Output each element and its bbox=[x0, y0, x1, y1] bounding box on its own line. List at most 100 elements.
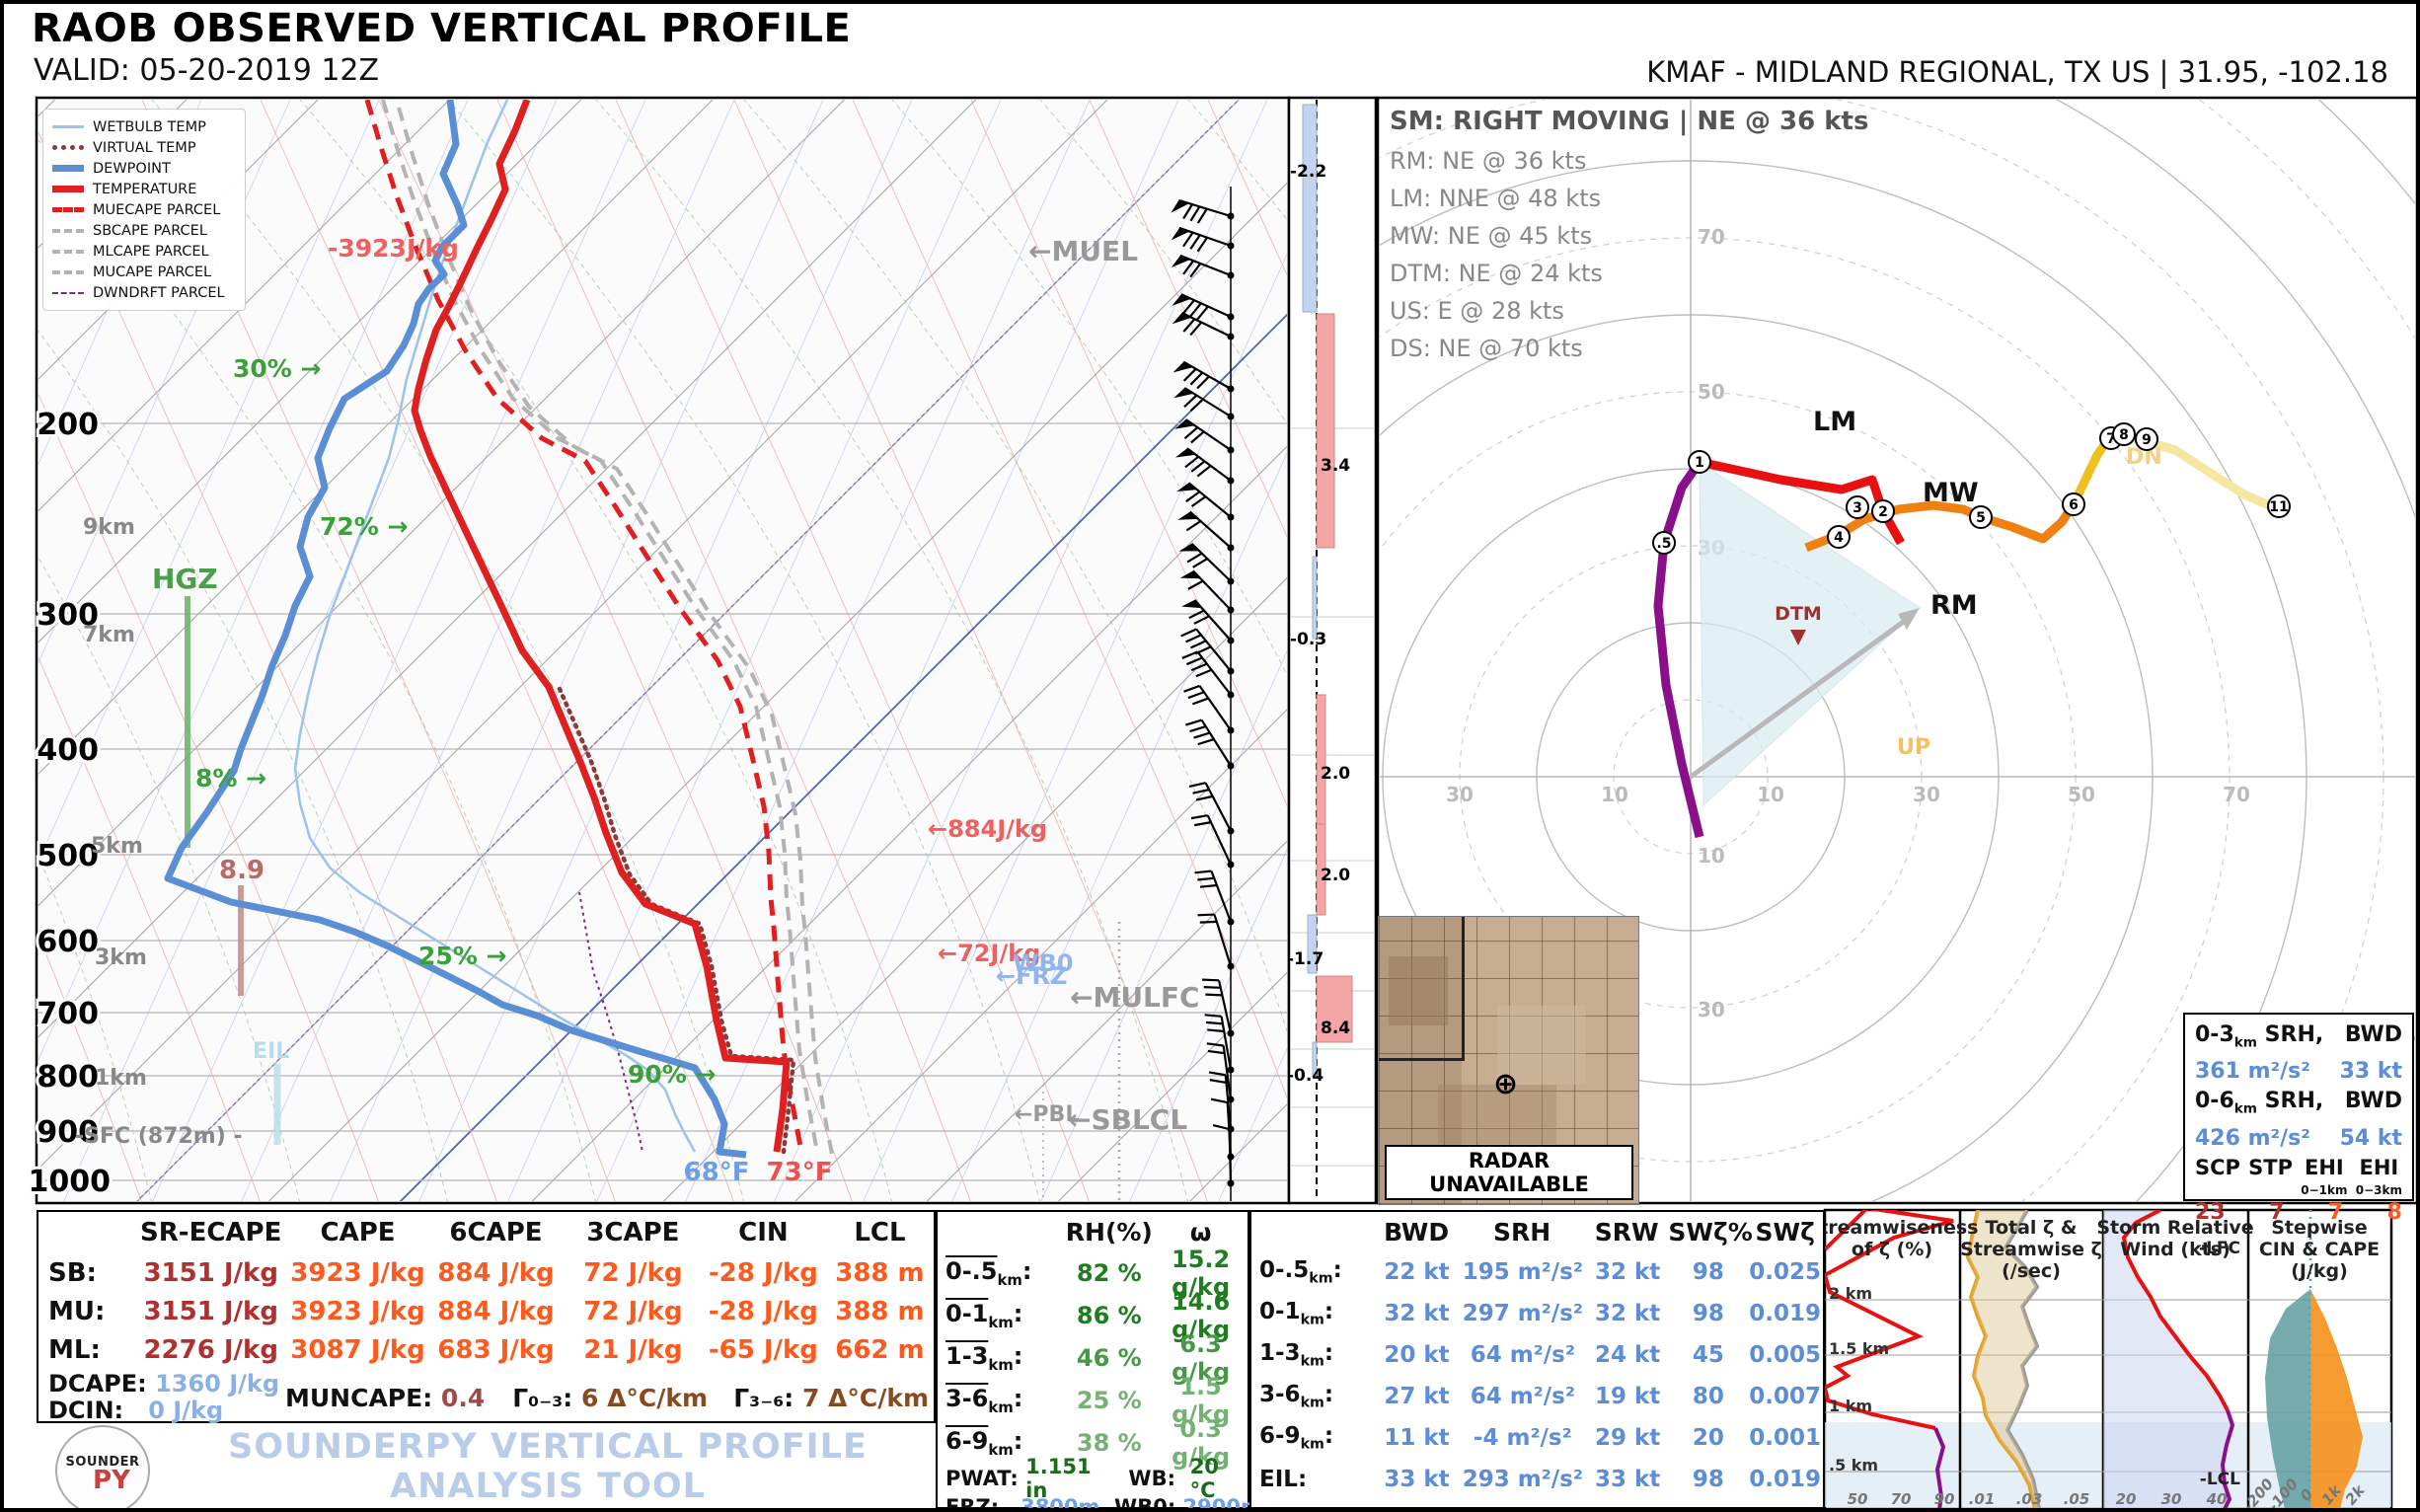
rh-label-8: 8% → bbox=[195, 764, 266, 793]
composite-index-headers: SCP STP EHI 0−1km EHI 0−3km bbox=[2195, 1155, 2402, 1200]
gamma03-value: 6 Δ°C/km bbox=[580, 1383, 709, 1412]
rh-label-30: 30% → bbox=[233, 354, 322, 383]
legend-item: WETBULB TEMP bbox=[52, 116, 236, 137]
layer: 0-6 bbox=[2195, 1089, 2234, 1114]
table-row: 3-6km: 25 % 1.5 g/kg bbox=[945, 1372, 1231, 1428]
ring-label: 30 bbox=[1446, 783, 1474, 806]
frz-row: FRZ: 3800m WB0: 2900m bbox=[945, 1494, 1262, 1512]
mlcape-line-icon bbox=[52, 249, 84, 254]
virtual-temp-line-icon bbox=[52, 145, 84, 150]
table-row: 0-.5km: 82 % 15.2 g/kg bbox=[945, 1245, 1231, 1301]
lapse-8.9-label: 8.9 bbox=[219, 856, 265, 885]
panel4-title: Stepwise bbox=[2271, 1217, 2368, 1239]
height-label-5km: 5km bbox=[91, 834, 143, 859]
temperature-line-icon bbox=[52, 186, 84, 192]
legend-label: MUCAPE PARCEL bbox=[93, 264, 212, 280]
skewt-background-grid bbox=[38, 100, 1287, 1201]
omega-value: -0.4 bbox=[1287, 1066, 1323, 1086]
terrain-patch bbox=[1438, 1085, 1556, 1144]
table-row: 1-3km: 20 kt 64 m²/s² 24 kt 45 0.005 bbox=[1259, 1340, 1822, 1370]
wind-barb-column bbox=[1171, 187, 1235, 1201]
ehi-header: EHI bbox=[2359, 1155, 2399, 1179]
footer: SOUNDER PY SOUNDERPY VERTICAL PROFILE AN… bbox=[39, 1425, 936, 1508]
panel2-title: Total ζ & bbox=[1986, 1217, 2078, 1239]
analysis-graphics: 200 300 400 500 600 700 800 900 1000 13k… bbox=[26, 96, 2416, 1508]
height-label-1km: 1km bbox=[95, 1066, 147, 1091]
mini-panel-titles: Streamwiseness of ζ (%) Total ζ & Stream… bbox=[1806, 1217, 2381, 1282]
valid-time: VALID: 05-20-2019 12Z bbox=[34, 53, 380, 88]
srh-0-6-values: 426 m²/s² 54 kt bbox=[2195, 1124, 2402, 1154]
table-row: 0-1km: 32 kt 297 m²/s² 32 kt 98 0.019 bbox=[1259, 1299, 1822, 1328]
col-header: CIN bbox=[738, 1218, 789, 1247]
ehi-sub: 0−3km bbox=[2355, 1182, 2402, 1197]
streamwiseness-curve bbox=[1825, 1210, 1954, 1430]
vorticity-fill bbox=[1968, 1210, 2039, 1508]
hodograph-height-markers: .5 1 234 5 6 7 8 9 11 bbox=[1652, 422, 2291, 555]
rh-percent-labels: 30% → 72% → 8% → 25% → 90% → bbox=[195, 354, 717, 1089]
legend-item: MLCAPE PARCEL bbox=[52, 241, 236, 262]
bwd-word: BWD bbox=[2344, 1022, 2402, 1047]
streamwise-vorticity-curve bbox=[1965, 1210, 2037, 1508]
tick: .05 bbox=[2064, 1490, 2090, 1508]
ehi-header: EHI bbox=[2305, 1155, 2344, 1179]
storm-motion-block: SM: RIGHT MOVING | NE @ 36 kts RM: NE @ … bbox=[1390, 107, 1868, 367]
ehi3-value: 8 bbox=[2386, 1199, 2402, 1225]
height-label-3km: 3km bbox=[95, 945, 147, 970]
temperature-trace bbox=[411, 100, 791, 1153]
omega-bars bbox=[1302, 104, 1353, 1079]
lcl-annotation: -LCL bbox=[2200, 1470, 2240, 1489]
omega-bar-labels: -2.2 3.4 -0.3 2.0 2.0 -1.7 8.4 -0.4 bbox=[1287, 162, 1350, 1086]
scp-value: 23 bbox=[2195, 1199, 2226, 1225]
muncape-value: 0.4 bbox=[440, 1383, 486, 1412]
km-label: .5 km bbox=[1829, 1456, 1878, 1474]
ring-label: 10 bbox=[1601, 783, 1628, 806]
layer-sub: km bbox=[2233, 1100, 2258, 1117]
lm-line: LM: NNE @ 48 kts bbox=[1390, 185, 1602, 212]
srw-curve-low bbox=[2220, 1409, 2235, 1508]
panel3-title: Storm Relative bbox=[2096, 1217, 2253, 1239]
hgz-label: HGZ bbox=[152, 563, 218, 595]
dwndrft-line-icon bbox=[52, 291, 84, 294]
storm-motion-arrowhead bbox=[1898, 608, 1920, 630]
table-row: SB: 3151 J/kg 3923 J/kg 884 J/kg 72 J/kg… bbox=[48, 1257, 925, 1288]
rh-label-90: 90% → bbox=[628, 1060, 717, 1089]
pbl-marker: ←PBL bbox=[1015, 1102, 1079, 1127]
legend-label: DEWPOINT bbox=[93, 160, 171, 177]
tick: 90 bbox=[1934, 1490, 1955, 1508]
height-marker-label: 4 bbox=[1834, 530, 1844, 546]
gamma03-label: Γ₀₋₃: bbox=[512, 1383, 573, 1412]
up-label: UP bbox=[1897, 735, 1930, 760]
hodo-trace-0-1km bbox=[1653, 459, 1704, 839]
sbcape-parcel-trace bbox=[381, 100, 819, 1153]
pressure-label: 300 bbox=[37, 598, 99, 633]
legend-item: DEWPOINT bbox=[52, 158, 236, 179]
pressure-label: 400 bbox=[37, 733, 99, 768]
station-info: KMAF - MIDLAND REGIONAL, TX US | 31.95, … bbox=[1646, 55, 2388, 89]
layer-sub: km bbox=[2233, 1034, 2258, 1051]
legend-label: WETBULB TEMP bbox=[93, 118, 206, 135]
tool-name: SOUNDERPY VERTICAL PROFILE ANALYSIS TOOL bbox=[228, 1427, 868, 1506]
dcape-value: 1360 J/kg bbox=[155, 1370, 280, 1398]
table-row: 3-6km: 27 kt 64 m²/s² 19 kt 80 0.007 bbox=[1259, 1382, 1822, 1411]
ring-label: 50 bbox=[1698, 380, 1725, 404]
col-header: 6CAPE bbox=[449, 1218, 543, 1247]
stp-header: STP bbox=[2248, 1155, 2294, 1179]
frz-marker: ←FRZ bbox=[996, 962, 1067, 990]
omega-value: 2.0 bbox=[1321, 764, 1350, 784]
table-row: MU: 3151 J/kg 3923 J/kg 884 J/kg 72 J/kg… bbox=[48, 1296, 925, 1326]
pwat-row: PWAT: 1.151 in WB: 20 °C bbox=[945, 1454, 1219, 1502]
mini-panels: Streamwiseness of ζ (%) Total ζ & Stream… bbox=[1806, 1208, 2393, 1508]
terrain-patch bbox=[1497, 1006, 1586, 1085]
height-marker-label: 2 bbox=[1878, 504, 1888, 520]
col-header: BWD bbox=[1384, 1217, 1450, 1247]
panel3-title2: Wind (kts) bbox=[2120, 1239, 2231, 1260]
ring-label: 10 bbox=[1698, 844, 1725, 868]
col-header: 3CAPE bbox=[586, 1218, 680, 1247]
legend-item: SBCAPE PARCEL bbox=[52, 220, 236, 241]
omega-bar-neg bbox=[1312, 1041, 1318, 1079]
dewpoint-line-icon bbox=[52, 165, 84, 172]
surface-wetbulb-temp: 68°F bbox=[684, 1158, 750, 1187]
srh-triangle bbox=[1699, 461, 1921, 807]
skewt-legend: WETBULB TEMP VIRTUAL TEMP DEWPOINT TEMPE… bbox=[42, 109, 246, 311]
col-header: CAPE bbox=[320, 1218, 396, 1247]
